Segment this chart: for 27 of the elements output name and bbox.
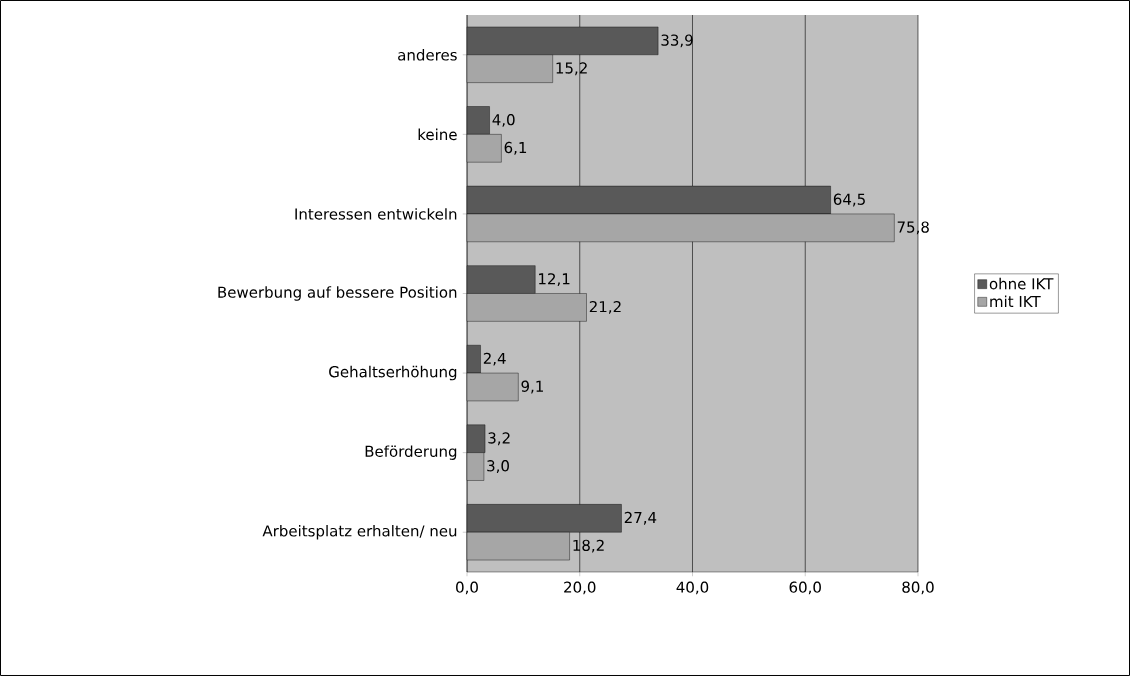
data-label: 21,2: [589, 300, 621, 314]
data-label: 27,4: [624, 511, 657, 525]
y-tick-label: keine: [418, 128, 457, 141]
y-tick-label: Beförderung: [365, 445, 457, 460]
legend-label: mit IKT: [990, 295, 1041, 307]
x-tick-label: 40,0: [676, 581, 709, 595]
data-label: 12,1: [539, 273, 570, 287]
data-label: 64,5: [833, 193, 865, 207]
data-label: 3,0: [487, 460, 509, 473]
x-tick-label: 20,0: [564, 581, 596, 595]
legend-label: ohne IKT: [989, 277, 1054, 290]
data-label: 2,4: [483, 352, 506, 366]
x-tick-label: 80,0: [902, 581, 934, 595]
data-label: 3,2: [488, 432, 510, 446]
y-tick-label: Bewerbung auf bessere Position: [218, 286, 457, 301]
y-tick-label: Arbeitsplatz erhalten/ neu: [262, 524, 457, 540]
data-label: 15,2: [556, 62, 587, 76]
data-label: 9,1: [521, 380, 543, 394]
y-tick-label: Gehaltserhöhung: [329, 365, 457, 381]
data-label: 4,0: [492, 113, 515, 127]
data-label: 6,1: [504, 141, 527, 155]
x-tick-label: 60,0: [789, 581, 821, 595]
x-tick-label: 0,0: [456, 581, 478, 595]
data-label: 18,2: [573, 539, 604, 553]
data-label: 75,8: [897, 221, 929, 235]
y-tick-label: Interessen entwickeln: [295, 208, 457, 220]
y-tick-label: anderes: [398, 49, 457, 61]
